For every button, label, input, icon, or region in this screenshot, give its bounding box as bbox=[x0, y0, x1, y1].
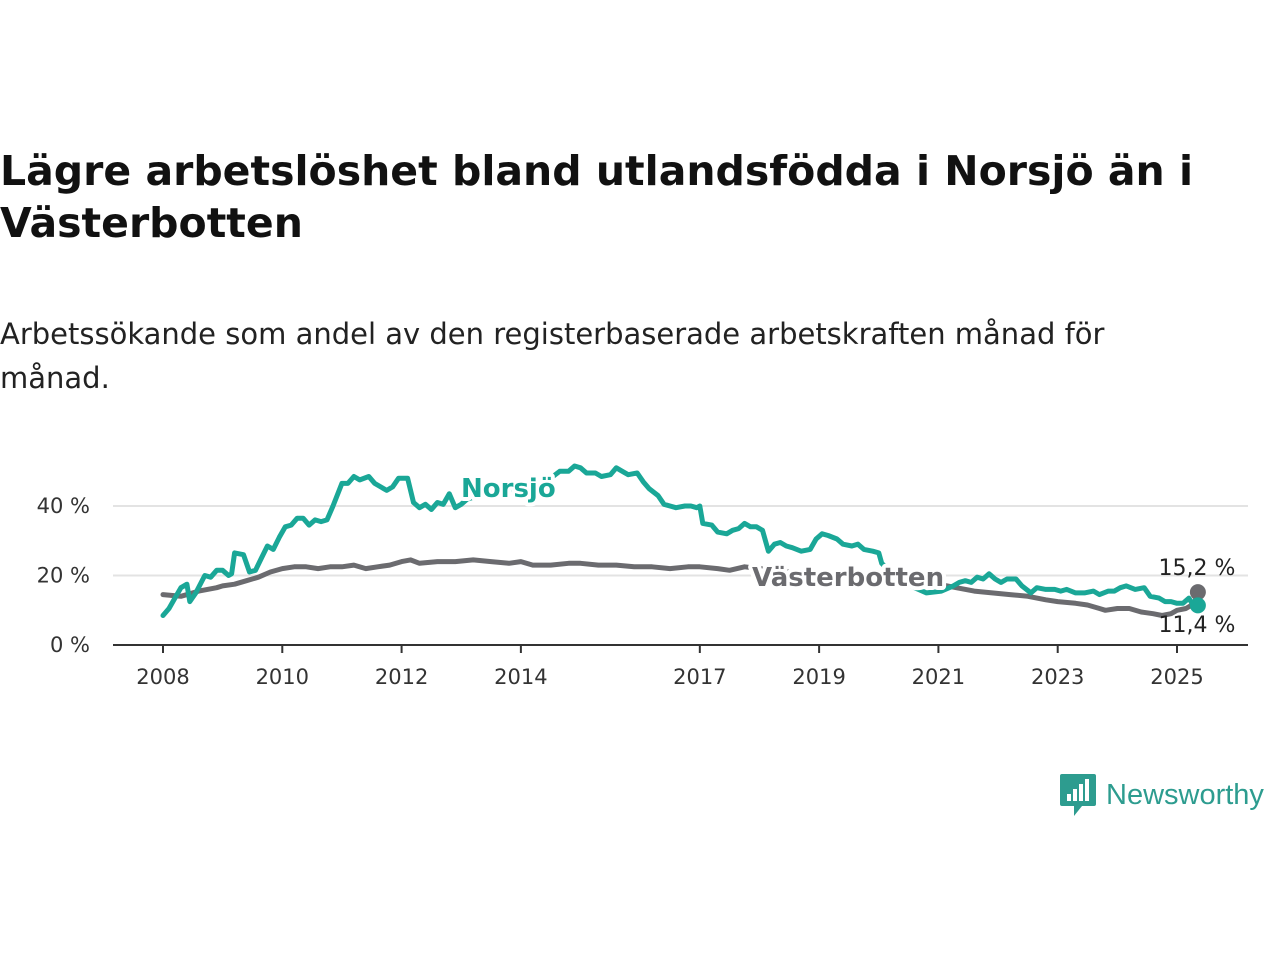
y-tick-label: 40 % bbox=[37, 494, 90, 518]
x-axis: 2008 2010 2012 2014 2017 2019 2021 2023 2025 bbox=[113, 644, 1248, 689]
end-label-vasterbotten: 15,2 % bbox=[1159, 556, 1236, 581]
series-line-norsjo bbox=[160, 463, 1201, 618]
x-tick-label: 2012 bbox=[375, 665, 428, 689]
x-tick-label: 2010 bbox=[256, 665, 309, 689]
gridlines: 0 % 20 % 40 % bbox=[37, 494, 1248, 657]
chart-title: Lägre arbetslöshet bland utlandsfödda i … bbox=[0, 147, 1194, 247]
series-lines bbox=[160, 463, 1201, 618]
x-tick-label: 2014 bbox=[494, 665, 547, 689]
end-dot-vasterbotten bbox=[1189, 584, 1206, 601]
series-label-norsjo: Norsjö bbox=[461, 474, 556, 504]
x-tick-label: 2021 bbox=[912, 665, 965, 689]
x-tick-label: 2017 bbox=[673, 665, 726, 689]
y-tick-label: 0 % bbox=[50, 633, 90, 657]
bar-chart-speech-bubble-icon bbox=[1060, 774, 1096, 816]
series-label-vasterbotten: Västerbotten bbox=[752, 563, 944, 593]
newsworthy-logo: Newsworthy bbox=[1058, 772, 1264, 818]
x-tick-label: 2025 bbox=[1150, 665, 1203, 689]
logo-text: Newsworthy bbox=[1106, 778, 1264, 811]
series-line-vasterbotten bbox=[160, 557, 1201, 618]
series-labels: Norsjö Västerbotten 15,2 % 11,4 % bbox=[457, 470, 1236, 638]
x-tick-label: 2008 bbox=[136, 665, 189, 689]
chart-subtitle: Arbetssökande som andel av den registerb… bbox=[0, 317, 1105, 395]
x-tick-label: 2019 bbox=[792, 665, 845, 689]
line-chart: 0 % 20 % 40 % 2008 2010 2012 2014 2017 2019 2021… bbox=[37, 463, 1248, 689]
end-label-norsjo: 11,4 % bbox=[1159, 613, 1236, 638]
x-tick-label: 2023 bbox=[1031, 665, 1084, 689]
y-tick-label: 20 % bbox=[37, 564, 90, 588]
end-dot-norsjo bbox=[1189, 597, 1206, 614]
